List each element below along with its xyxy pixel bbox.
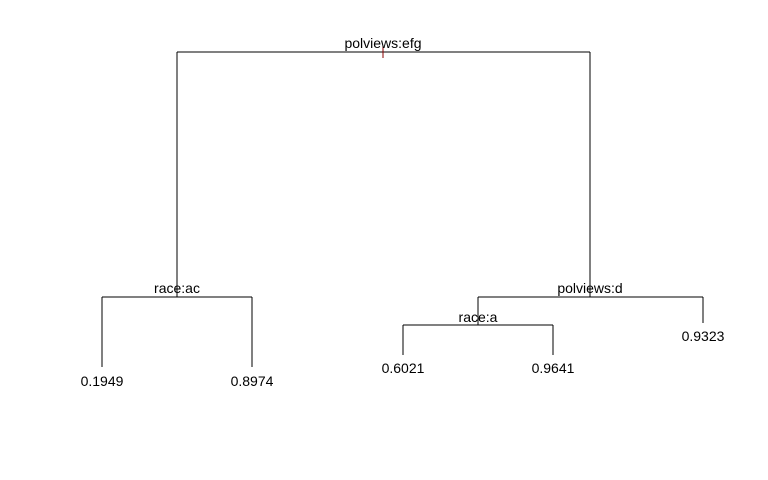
split-label-right-left: race:a [459, 309, 498, 325]
split-right: polviews:d [477, 280, 704, 325]
split-right-left: race:a [402, 309, 554, 355]
split-label-right: polviews:d [557, 280, 622, 296]
leaf-value: 0.8974 [231, 373, 274, 389]
split-label-root: polviews:efg [344, 35, 421, 51]
leaf-value: 0.6021 [382, 360, 425, 376]
leaf-value: 0.9323 [682, 328, 725, 344]
split-label-left: race:ac [154, 280, 200, 296]
split-root: polviews:efg [176, 35, 591, 297]
leaf-value: 0.9641 [532, 360, 575, 376]
split-left: race:ac [101, 280, 253, 367]
leaf-value: 0.1949 [81, 373, 124, 389]
